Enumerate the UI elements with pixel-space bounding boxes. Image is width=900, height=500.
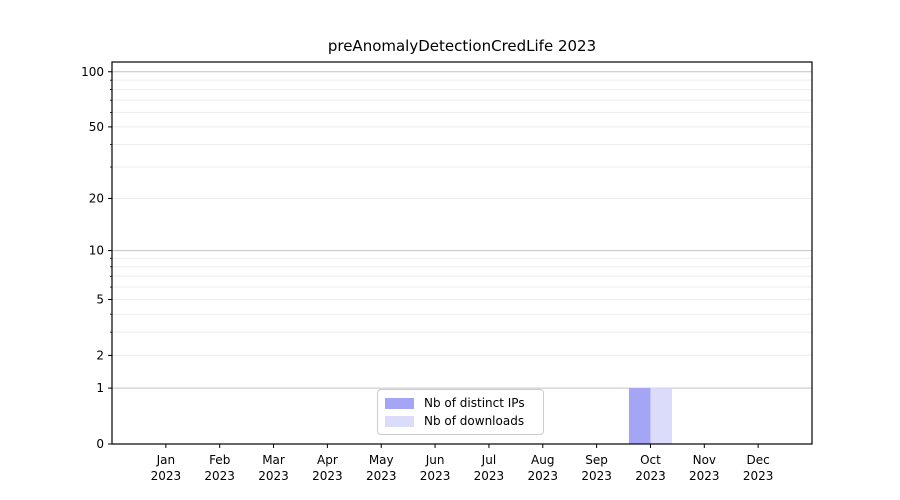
plot-area: 0 1 2 5 10 20 50 100 Jan 2023 Feb 2023 Mar 2023 Apr 202… (81, 61, 813, 483)
y-tick-label-0: 0 (96, 437, 104, 451)
y-tick-label-100: 100 (81, 65, 104, 79)
x-tick-label-month-dec: Dec (747, 453, 770, 467)
x-tick-label-month-apr: Apr (317, 453, 338, 467)
legend-swatch-downloads (385, 415, 414, 427)
x-tick-label-month-may: May (369, 453, 394, 467)
x-tick-label-year-oct: 2023 (635, 469, 666, 483)
x-tick-label-year-nov: 2023 (689, 469, 720, 483)
x-tick-label-month-feb: Feb (209, 453, 230, 467)
x-tick-label-year-aug: 2023 (527, 469, 558, 483)
x-tick-label-year-apr: 2023 (312, 469, 343, 483)
bar-distinct-ips-oct (628, 388, 651, 444)
axes-spines (111, 61, 813, 445)
x-tick-label-year-mar: 2023 (258, 469, 289, 483)
x-tick-label-month-jan: Jan (156, 453, 176, 467)
x-tick-label-month-jul: Jul (481, 453, 496, 467)
x-tick-label-month-mar: Mar (262, 453, 285, 467)
chart-title: preAnomalyDetectionCredLife 2023 (328, 37, 596, 55)
x-tick-label-month-aug: Aug (531, 453, 554, 467)
x-tick-label-month-sep: Sep (585, 453, 608, 467)
x-tick-label-month-oct: Oct (640, 453, 661, 467)
x-tick-label-year-feb: 2023 (204, 469, 235, 483)
x-tick-label-month-nov: Nov (693, 453, 716, 467)
x-tick-label-year-jun: 2023 (420, 469, 451, 483)
y-tick-label-5: 5 (96, 292, 104, 306)
x-tick-label-year-may: 2023 (366, 469, 397, 483)
x-tick-label-year-dec: 2023 (743, 469, 774, 483)
bar-downloads-oct (650, 388, 672, 444)
legend-swatch-distinct-ips (385, 397, 414, 409)
x-tick-label-year-jan: 2023 (151, 469, 182, 483)
legend-label-distinct-ips: Nb of distinct IPs (424, 396, 525, 410)
y-tick-label-1: 1 (96, 381, 104, 395)
legend-entry-downloads: Nb of downloads (385, 413, 535, 429)
legend-label-downloads: Nb of downloads (424, 414, 525, 428)
legend: Nb of distinct IPs Nb of downloads (377, 389, 544, 435)
y-tick-label-50: 50 (89, 120, 104, 134)
y-tick-label-10: 10 (89, 244, 104, 258)
legend-entry-distinct-ips: Nb of distinct IPs (385, 395, 535, 411)
y-tick-label-20: 20 (89, 191, 104, 205)
x-tick-label-year-sep: 2023 (581, 469, 612, 483)
x-tick-label-year-jul: 2023 (474, 469, 505, 483)
x-tick-label-month-jun: Jun (425, 453, 445, 467)
y-tick-label-2: 2 (96, 348, 104, 362)
